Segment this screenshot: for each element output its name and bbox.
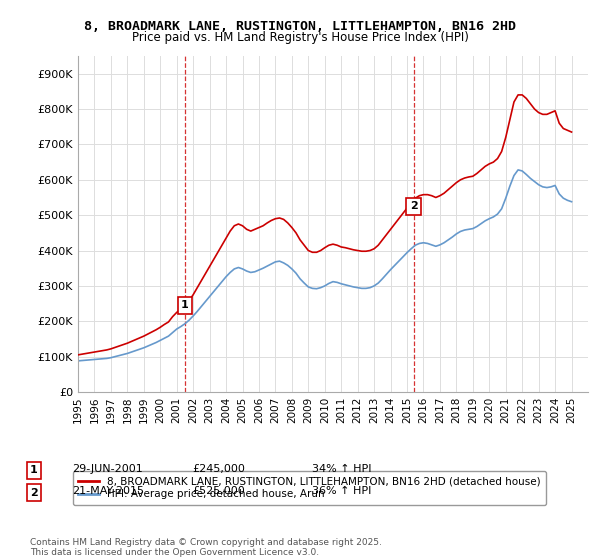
Legend: 8, BROADMARK LANE, RUSTINGTON, LITTLEHAMPTON, BN16 2HD (detached house), HPI: Av: 8, BROADMARK LANE, RUSTINGTON, LITTLEHAM… — [73, 471, 546, 505]
Text: 2: 2 — [30, 488, 38, 498]
Text: Price paid vs. HM Land Registry's House Price Index (HPI): Price paid vs. HM Land Registry's House … — [131, 31, 469, 44]
Text: £245,000: £245,000 — [192, 464, 245, 474]
Text: 36% ↑ HPI: 36% ↑ HPI — [312, 486, 371, 496]
Text: 8, BROADMARK LANE, RUSTINGTON, LITTLEHAMPTON, BN16 2HD: 8, BROADMARK LANE, RUSTINGTON, LITTLEHAM… — [84, 20, 516, 32]
Text: 21-MAY-2015: 21-MAY-2015 — [72, 486, 144, 496]
Text: 1: 1 — [181, 300, 189, 310]
Text: 2: 2 — [410, 201, 418, 211]
Text: 34% ↑ HPI: 34% ↑ HPI — [312, 464, 371, 474]
Text: 1: 1 — [30, 465, 38, 475]
Text: 29-JUN-2001: 29-JUN-2001 — [72, 464, 143, 474]
Text: £525,000: £525,000 — [192, 486, 245, 496]
Text: Contains HM Land Registry data © Crown copyright and database right 2025.
This d: Contains HM Land Registry data © Crown c… — [30, 538, 382, 557]
